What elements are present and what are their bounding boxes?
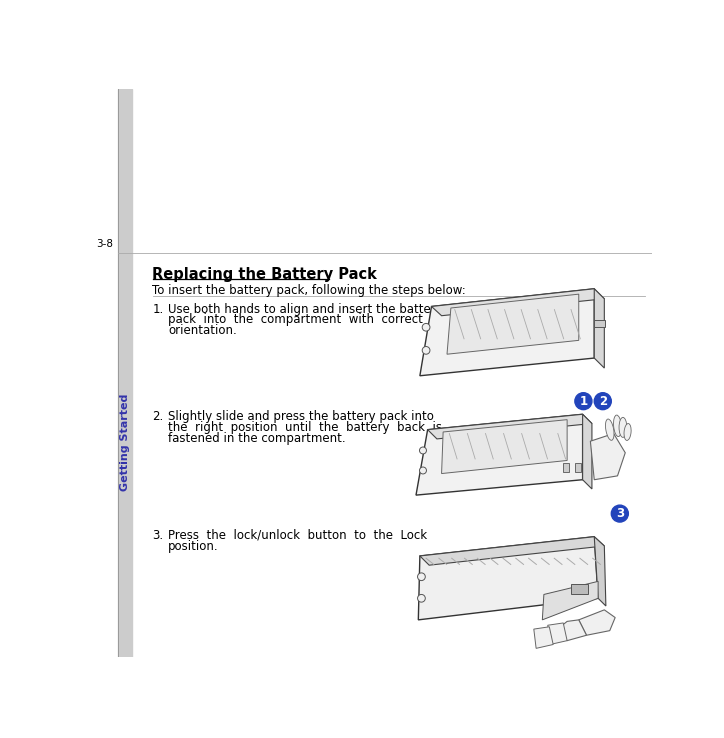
Text: 1: 1 (579, 395, 587, 408)
Text: position.: position. (168, 539, 219, 553)
Text: Getting Started: Getting Started (120, 394, 130, 492)
Text: orientation.: orientation. (168, 324, 237, 337)
Ellipse shape (613, 415, 621, 437)
Polygon shape (420, 537, 605, 565)
Circle shape (419, 447, 426, 454)
Polygon shape (542, 582, 598, 620)
Text: Use both hands to align and insert the battery: Use both hands to align and insert the b… (168, 303, 443, 316)
Polygon shape (534, 627, 553, 649)
Polygon shape (548, 623, 567, 644)
Bar (575, 463, 581, 472)
Circle shape (594, 393, 611, 410)
Text: To insert the battery pack, following the steps below:: To insert the battery pack, following th… (153, 284, 466, 297)
Polygon shape (555, 620, 586, 641)
Text: fastened in the compartment.: fastened in the compartment. (168, 432, 345, 445)
Text: 2.: 2. (153, 410, 164, 424)
Polygon shape (432, 289, 605, 316)
Bar (119, 89, 132, 657)
Bar (594, 320, 605, 327)
Polygon shape (447, 294, 578, 354)
Polygon shape (590, 433, 626, 480)
Ellipse shape (619, 418, 627, 438)
Text: Slightly slide and press the battery pack into: Slightly slide and press the battery pac… (168, 410, 434, 424)
Circle shape (422, 347, 430, 354)
Polygon shape (416, 414, 583, 495)
Polygon shape (442, 420, 567, 474)
Text: Replacing the Battery Pack: Replacing the Battery Pack (153, 267, 377, 282)
Text: pack  into  the  compartment  with  correct: pack into the compartment with correct (168, 314, 423, 326)
Circle shape (611, 505, 628, 522)
Text: 3: 3 (616, 508, 624, 520)
Polygon shape (594, 289, 605, 368)
Text: 3-8: 3-8 (96, 239, 113, 249)
Polygon shape (578, 610, 615, 635)
Text: 3.: 3. (153, 529, 164, 542)
Bar (571, 584, 588, 593)
Polygon shape (594, 537, 606, 606)
Ellipse shape (624, 424, 631, 441)
Text: 2: 2 (599, 395, 607, 408)
Circle shape (575, 393, 592, 410)
Text: 1.: 1. (153, 303, 164, 316)
Circle shape (419, 467, 426, 474)
Polygon shape (418, 537, 598, 620)
Circle shape (422, 323, 430, 331)
Bar (563, 463, 570, 472)
Polygon shape (420, 289, 594, 376)
Polygon shape (428, 414, 592, 439)
Text: Press  the  lock/unlock  button  to  the  Lock: Press the lock/unlock button to the Lock (168, 529, 427, 542)
Circle shape (418, 573, 425, 581)
Ellipse shape (605, 419, 614, 441)
Circle shape (418, 594, 425, 602)
Text: the  right  position  until  the  battery  back  is: the right position until the battery bac… (168, 421, 442, 434)
Polygon shape (583, 414, 592, 489)
